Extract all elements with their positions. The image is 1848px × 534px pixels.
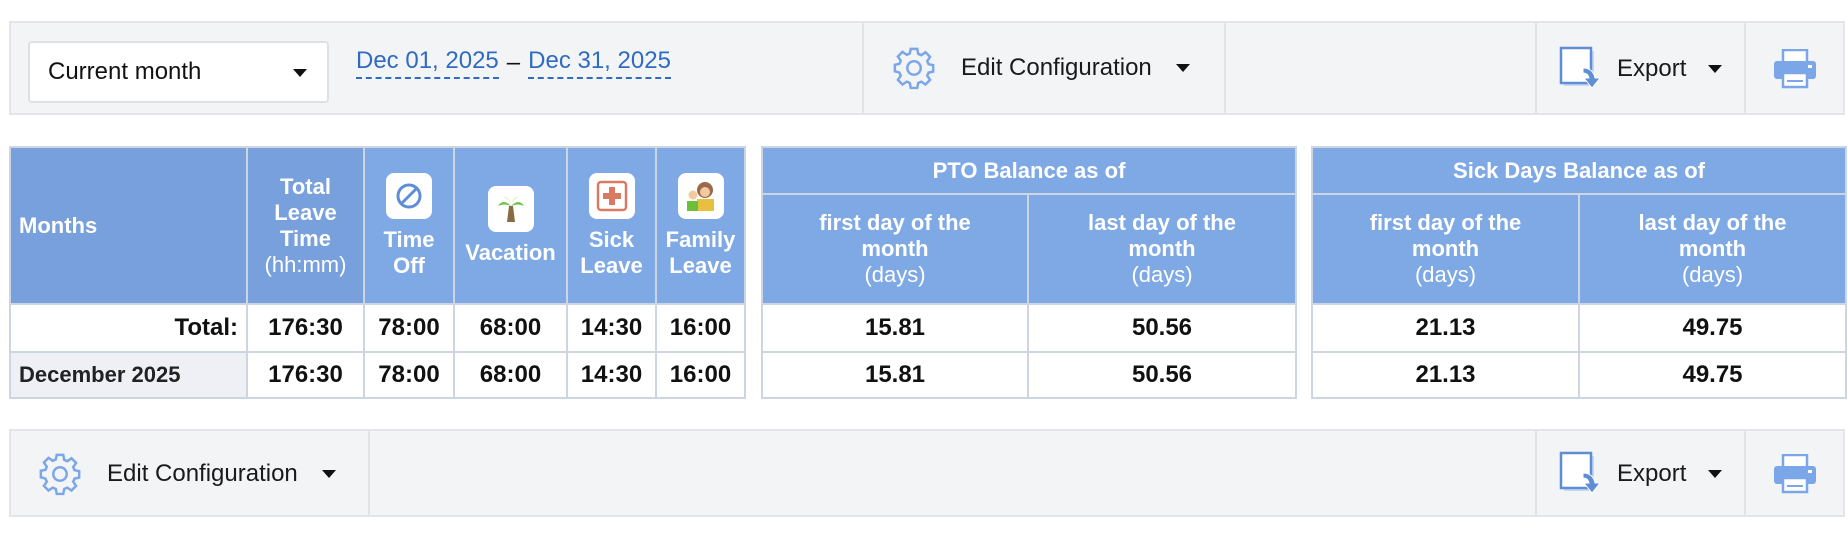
print-button[interactable] bbox=[1773, 49, 1817, 89]
header-last-day: last day of the month (days) bbox=[1027, 193, 1297, 305]
pto-title: PTO Balance as of bbox=[761, 146, 1297, 195]
family-icon bbox=[677, 172, 724, 219]
cell-last: 49.75 bbox=[1577, 351, 1848, 399]
chevron-down-icon bbox=[1708, 65, 1723, 73]
header-vacation: Vacation bbox=[453, 146, 568, 305]
palm-tree-icon bbox=[487, 185, 534, 232]
top-toolbar: Current month Dec 01, 2025 – Dec 31, 202… bbox=[9, 21, 1845, 115]
chevron-down-icon bbox=[321, 470, 336, 478]
table-row: 15.81 50.56 bbox=[761, 303, 1297, 353]
cell-first: 15.81 bbox=[761, 351, 1029, 399]
cell-total: 176:30 bbox=[246, 351, 365, 399]
cell-first: 21.13 bbox=[1311, 351, 1580, 399]
period-select-value: Current month bbox=[48, 58, 202, 85]
table-row: 21.13 49.75 bbox=[1311, 303, 1848, 353]
cell-family: 16:00 bbox=[655, 351, 746, 399]
divider bbox=[1744, 431, 1746, 515]
edit-configuration-label: Edit Configuration bbox=[961, 54, 1152, 81]
chevron-down-icon bbox=[1175, 64, 1190, 72]
time-off-icon bbox=[386, 172, 432, 219]
divider bbox=[1535, 431, 1537, 515]
table-row: 15.81 50.56 bbox=[761, 351, 1297, 399]
header-last-day: last day of the month (days) bbox=[1577, 193, 1848, 305]
cell-time-off: 78:00 bbox=[363, 303, 455, 353]
cell-vacation: 68:00 bbox=[453, 351, 568, 399]
export-icon bbox=[1559, 451, 1602, 494]
gear-icon bbox=[39, 453, 81, 496]
export-label: Export bbox=[1617, 460, 1687, 487]
header-sick-leave: Sick Leave bbox=[566, 146, 657, 305]
divider bbox=[1744, 23, 1746, 113]
medical-cross-icon bbox=[588, 172, 635, 219]
divider bbox=[1224, 23, 1226, 113]
bottom-toolbar: Edit Configuration Export bbox=[9, 429, 1845, 517]
gear-icon bbox=[893, 47, 935, 90]
cell-total: 176:30 bbox=[246, 303, 365, 353]
edit-configuration-button[interactable]: Edit Configuration bbox=[891, 43, 1190, 93]
row-label: December 2025 bbox=[9, 351, 248, 399]
header-family-leave: Family Leave bbox=[655, 146, 746, 305]
cell-time-off: 78:00 bbox=[363, 351, 455, 399]
table-row: 21.13 49.75 bbox=[1311, 351, 1848, 399]
divider bbox=[862, 23, 864, 113]
table-row-total: Total: 176:30 78:00 68:00 14:30 16:00 bbox=[9, 303, 746, 353]
cell-family: 16:00 bbox=[655, 303, 746, 353]
print-button[interactable] bbox=[1773, 454, 1817, 494]
chevron-down-icon bbox=[1708, 470, 1723, 478]
cell-last: 50.56 bbox=[1027, 303, 1297, 353]
cell-last: 49.75 bbox=[1577, 303, 1848, 353]
header-first-day: first day of the month (days) bbox=[1311, 193, 1580, 305]
date-from-link[interactable]: Dec 01, 2025 bbox=[356, 47, 499, 79]
cell-first: 15.81 bbox=[761, 303, 1029, 353]
cell-first: 21.13 bbox=[1311, 303, 1580, 353]
edit-configuration-label: Edit Configuration bbox=[107, 460, 298, 487]
header-months: Months bbox=[9, 146, 248, 305]
cell-sick: 14:30 bbox=[566, 351, 657, 399]
row-label: Total: bbox=[9, 303, 248, 353]
edit-configuration-button[interactable]: Edit Configuration bbox=[37, 449, 336, 499]
cell-last: 50.56 bbox=[1027, 351, 1297, 399]
header-time-off: Time Off bbox=[363, 146, 455, 305]
cell-vacation: 68:00 bbox=[453, 303, 568, 353]
date-to-link[interactable]: Dec 31, 2025 bbox=[528, 47, 671, 79]
table-row: December 2025 176:30 78:00 68:00 14:30 1… bbox=[9, 351, 746, 399]
period-select[interactable]: Current month bbox=[28, 41, 329, 103]
sick-balance-table: Sick Days Balance as of first day of the… bbox=[1310, 146, 1848, 399]
header-first-day: first day of the month (days) bbox=[761, 193, 1029, 305]
chevron-down-icon bbox=[293, 69, 307, 77]
pto-balance-table: PTO Balance as of first day of the month(… bbox=[761, 146, 1297, 399]
export-label: Export bbox=[1617, 55, 1687, 82]
date-separator: – bbox=[506, 49, 521, 76]
cell-sick: 14:30 bbox=[566, 303, 657, 353]
export-button[interactable]: Export bbox=[1559, 446, 1723, 502]
export-icon bbox=[1559, 46, 1602, 89]
divider bbox=[368, 431, 370, 515]
leave-table: Months Total Leave Time (hh:mm) Time Off Vac… bbox=[9, 146, 746, 399]
sick-title: Sick Days Balance as of bbox=[1310, 146, 1848, 195]
export-button[interactable]: Export bbox=[1559, 41, 1723, 97]
header-total-leave: Total Leave Time (hh:mm) bbox=[246, 146, 365, 305]
divider bbox=[1535, 23, 1537, 113]
